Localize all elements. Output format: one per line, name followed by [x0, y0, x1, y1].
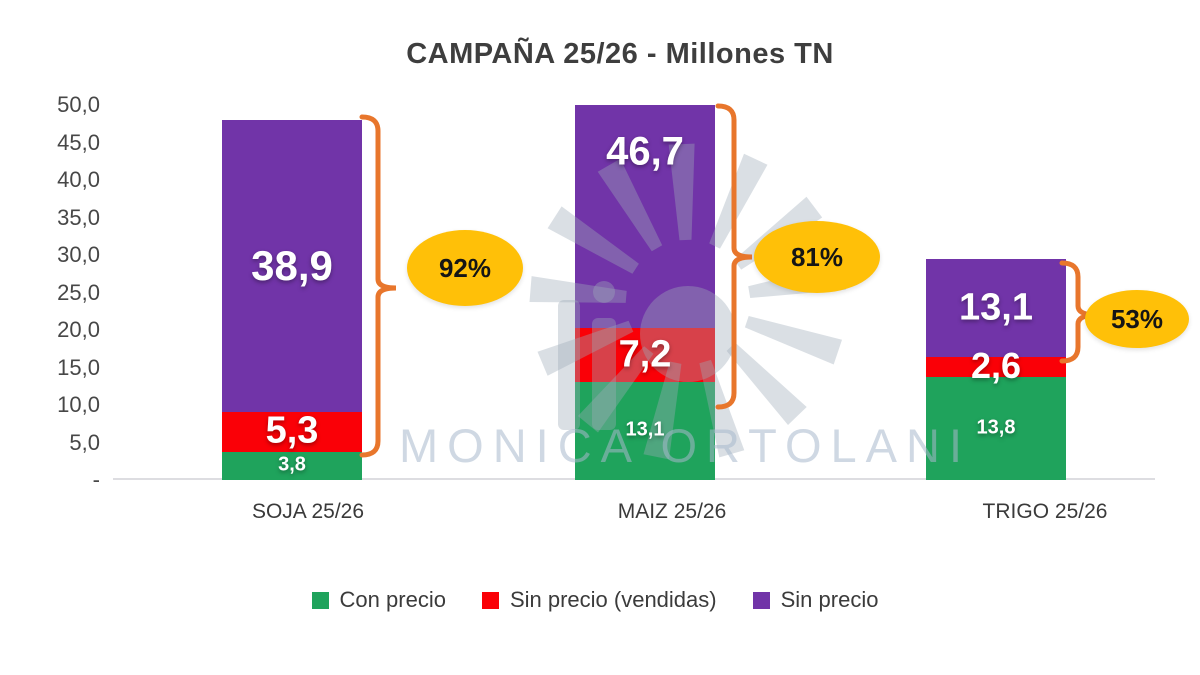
percent-oval: 81%	[754, 221, 880, 293]
sunburst-ray	[709, 153, 768, 249]
bar-value-label: 13,1	[959, 286, 1033, 329]
legend-label: Sin precio	[780, 587, 879, 612]
bar-value-label: 46,7	[606, 129, 684, 174]
percent-label: 81%	[790, 241, 844, 272]
y-axis-tick-label: 45,0	[57, 129, 100, 155]
bar-segment-sin-precio-vendidas	[926, 357, 1066, 377]
percent-oval: 53%	[1085, 290, 1189, 348]
brace-annotation	[359, 114, 397, 458]
percent-oval: 92%	[407, 230, 523, 306]
sunburst-ray	[726, 342, 807, 425]
percent-label: 53%	[1110, 303, 1164, 334]
bar-value-label: 13,1	[625, 418, 665, 441]
bar-segment-sin-precio	[575, 105, 715, 328]
brace-annotation	[715, 103, 753, 410]
x-axis-category-label: TRIGO 25/26	[982, 500, 1108, 523]
legend-label: Con precio	[339, 587, 446, 612]
bar-segment-con-precio	[575, 381, 715, 480]
y-axis-tick-label: 15,0	[57, 354, 100, 380]
legend-swatch-icon	[481, 591, 499, 609]
bar-segment-con-precio	[222, 451, 362, 480]
x-axis-category-label: MAIZ 25/26	[617, 500, 727, 523]
bar-segment-sin-precio-vendidas	[222, 411, 362, 452]
y-axis-tick-label: 20,0	[57, 317, 100, 342]
y-axis-tick-label: -	[92, 467, 100, 492]
bar-value-label: 3,8	[278, 453, 306, 476]
legend-swatch-icon	[311, 591, 329, 609]
bar-value-label: 13,8	[976, 416, 1016, 439]
chart-title: CAMPAÑA 25/26 - Millones TN	[406, 38, 834, 70]
y-axis-tick-label: 5,0	[69, 429, 100, 455]
y-axis-tick-label: 50,0	[57, 92, 100, 117]
bar-value-label: 38,9	[251, 242, 333, 289]
legend-item: Sin precio (vendidas)	[481, 587, 717, 613]
bar-value-label: 5,3	[265, 409, 319, 452]
percent-label: 92%	[438, 252, 492, 283]
y-axis-tick-label: 25,0	[57, 279, 100, 305]
legend-swatch-icon	[752, 591, 770, 609]
bar-segment-sin-precio	[222, 120, 362, 412]
bar-value-label: 7,2	[618, 333, 672, 376]
bar-segment-con-precio	[926, 376, 1066, 480]
y-axis-tick-label: 35,0	[57, 204, 100, 230]
legend: Con precio Sin precio (vendidas) Sin preci…	[0, 587, 1190, 613]
y-axis-tick-label: 30,0	[57, 242, 100, 267]
legend-item: Con precio	[311, 587, 446, 613]
bar-value-label: 2,6	[970, 345, 1022, 386]
y-axis-tick-label: 40,0	[57, 167, 100, 192]
legend-item: Sin precio	[752, 587, 879, 613]
sunburst-ray	[744, 316, 842, 365]
x-axis-category-label: SOJA 25/26	[251, 500, 365, 523]
bar-segment-sin-precio-vendidas	[575, 327, 715, 382]
bar-segment-sin-precio	[926, 258, 1066, 357]
y-axis-tick-label: 10,0	[57, 392, 100, 417]
legend-label: Sin precio (vendidas)	[509, 587, 717, 612]
